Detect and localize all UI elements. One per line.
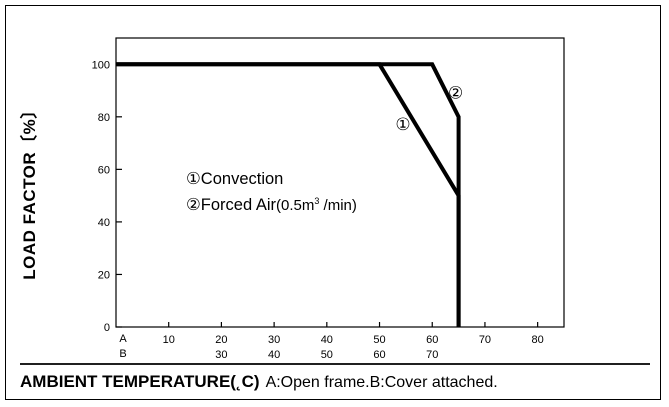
y-tick-label: 0 bbox=[104, 322, 110, 334]
chart-frame bbox=[5, 5, 661, 400]
x-tick-label-a: 20 bbox=[215, 334, 227, 346]
y-tick-label: 80 bbox=[98, 112, 110, 124]
x-tick-label-a: 80 bbox=[532, 334, 544, 346]
x-tick-label-a: 10 bbox=[163, 334, 175, 346]
x-axis-note: A:Open frame.B:Cover attached. bbox=[265, 374, 498, 391]
legend-mark-2: ② bbox=[186, 196, 201, 214]
x-axis-label: AMBIENT TEMPERATURE(˛C) bbox=[20, 372, 260, 391]
x-tick-label-b: 40 bbox=[268, 349, 280, 361]
x-tick-label-b: 50 bbox=[321, 349, 333, 361]
x-tick-label-b: 30 bbox=[215, 349, 227, 361]
x-tick-label-a: 40 bbox=[321, 334, 333, 346]
y-tick-label: 60 bbox=[98, 164, 110, 176]
legend-airflow: (0.5m3 /min) bbox=[276, 196, 357, 214]
x-axis-b-name: B bbox=[119, 348, 126, 360]
legend-item-convection: ①Convection bbox=[186, 168, 357, 190]
x-tick-label-a: 70 bbox=[479, 334, 491, 346]
legend-label-convection: Convection bbox=[200, 170, 284, 188]
x-tick-label-a: 60 bbox=[426, 334, 438, 346]
x-tick-label-a: 30 bbox=[268, 334, 280, 346]
x-tick-label-b: 60 bbox=[373, 349, 385, 361]
plot-area bbox=[115, 37, 565, 328]
series-label-2: ② bbox=[448, 83, 463, 103]
y-axis-label: LOAD FACTOR〔%〕 bbox=[19, 100, 39, 280]
series-line-2 bbox=[116, 62, 461, 327]
y-tick-label: 40 bbox=[98, 217, 110, 229]
legend-label-forced-air: Forced Air bbox=[200, 196, 276, 214]
x-axis-caption: AMBIENT TEMPERATURE(˛C) A:Open frame.B:Co… bbox=[20, 372, 498, 392]
chart-legend: ①Convection ②Forced Air(0.5m3 /min) bbox=[186, 168, 357, 217]
x-tick-label-a: 50 bbox=[373, 334, 385, 346]
series-label-1: ① bbox=[395, 115, 410, 135]
legend-item-forced-air: ②Forced Air(0.5m3 /min) bbox=[186, 190, 357, 217]
legend-mark-1: ① bbox=[186, 170, 201, 188]
y-tick-label: 20 bbox=[98, 269, 110, 281]
y-tick-label: 100 bbox=[92, 59, 110, 71]
x-tick-label-b: 70 bbox=[426, 349, 438, 361]
x-axis-a-name: A bbox=[119, 333, 127, 345]
